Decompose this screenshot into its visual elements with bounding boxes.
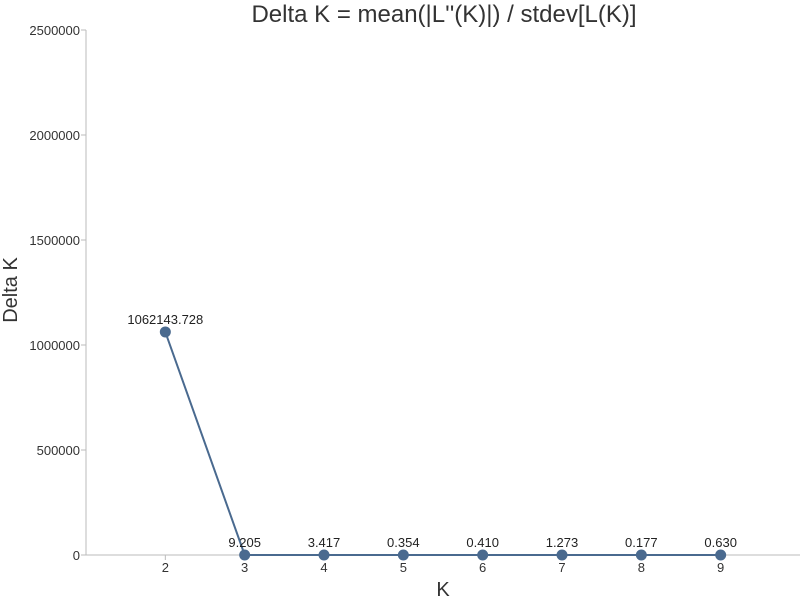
data-point: [239, 549, 251, 561]
x-tick-label: 4: [320, 560, 327, 575]
x-tick-label: 8: [638, 560, 645, 575]
data-point: [635, 549, 647, 561]
series-layer: 1062143.728 9.205 3.417 0.354 0.410 1.273 0.17…: [127, 312, 737, 561]
y-tick-label: 2000000: [29, 128, 80, 143]
y-tick-label: 2500000: [29, 23, 80, 38]
data-label: 9.205: [228, 535, 261, 550]
x-tick-label: 7: [558, 560, 565, 575]
y-tick-label: 1000000: [29, 338, 80, 353]
data-label: 1.273: [546, 535, 579, 550]
data-label: 0.354: [387, 535, 420, 550]
data-label: 0.410: [466, 535, 499, 550]
data-label: 1062143.728: [127, 312, 203, 327]
x-tick-label: 9: [717, 560, 724, 575]
y-tick-label: 1500000: [29, 233, 80, 248]
series-line: [164, 331, 721, 556]
x-tick-label: 6: [479, 560, 486, 575]
data-label: 0.630: [704, 535, 737, 550]
data-point: [715, 549, 727, 561]
data-label: 0.177: [625, 535, 658, 550]
data-point: [477, 549, 489, 561]
y-axis-label: Delta K: [0, 257, 22, 323]
data-point: [556, 549, 568, 561]
x-tick-label: 3: [241, 560, 248, 575]
y-tick-label: 500000: [37, 443, 80, 458]
x-tick-label: 5: [400, 560, 407, 575]
data-label: 3.417: [308, 535, 341, 550]
data-point: [159, 326, 171, 338]
y-axis-ticks: 0 500000 1000000 1500000 2000000 2500000: [29, 23, 86, 563]
x-tick-label: 2: [162, 560, 169, 575]
chart-title: Delta K = mean(|L''(K)|) / stdev[L(K)]: [251, 1, 636, 28]
y-tick-label: 0: [73, 548, 80, 563]
data-point: [318, 549, 330, 561]
x-axis-label: K: [436, 579, 450, 600]
data-point: [397, 549, 409, 561]
